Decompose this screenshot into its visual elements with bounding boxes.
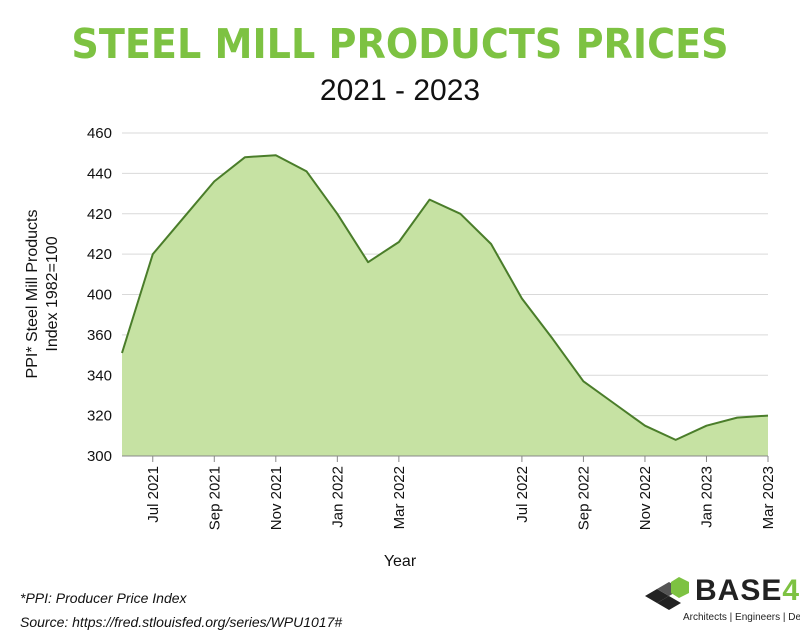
y-tick-label: 340	[87, 367, 112, 384]
source-note: Source: https://fred.stlouisfed.org/seri…	[20, 614, 343, 630]
y-tick-label: 420	[87, 246, 112, 263]
x-axis-ticks: Jul 2021 Sep 2021 Nov 2021 Jan 2022 Mar 2022…	[145, 456, 777, 530]
y-tick-label: 300	[87, 448, 112, 465]
x-tick-label: Jan 2022	[329, 466, 346, 528]
x-tick-label: Mar 2023	[760, 466, 777, 529]
x-tick-label: Jul 2022	[514, 466, 531, 523]
y-tick-label: 460	[87, 125, 112, 142]
chart-subtitle: 2021 - 2023	[319, 74, 481, 107]
logo-wordmark: BASE4	[695, 574, 800, 607]
y-tick-label: 400	[87, 287, 112, 304]
chart-title: STEEL MILL PRODUCTS PRICES	[71, 20, 729, 68]
y-tick-label: 320	[87, 408, 112, 425]
y-axis-title-line-2: Index 1982=100	[44, 236, 61, 351]
y-axis-title-line-1: PPI* Steel Mill Products	[24, 210, 41, 379]
y-tick-label: 360	[87, 327, 112, 344]
footnote: *PPI: Producer Price Index	[20, 590, 187, 606]
area-fill	[122, 155, 768, 456]
x-tick-label: Jan 2023	[698, 466, 715, 528]
x-tick-label: Nov 2022	[637, 466, 654, 530]
x-tick-label: Nov 2021	[268, 466, 285, 530]
y-tick-label: 440	[87, 165, 112, 182]
y-axis-ticks: 300 320 340 360 400 420 420 440 460	[87, 125, 112, 465]
x-tick-label: Jul 2021	[145, 466, 162, 523]
y-tick-label: 420	[87, 206, 112, 223]
x-axis-title: Year	[384, 553, 417, 570]
series-line	[121, 154, 769, 441]
base4-logo: BASE4 Architects | Engineers | Designers	[643, 574, 800, 630]
logo-cubes-icon	[645, 577, 689, 610]
x-tick-label: Sep 2022	[575, 466, 592, 530]
logo-tagline: Architects | Engineers | Designers	[683, 612, 800, 623]
x-tick-label: Mar 2022	[391, 466, 408, 529]
x-tick-label: Sep 2021	[206, 466, 223, 530]
